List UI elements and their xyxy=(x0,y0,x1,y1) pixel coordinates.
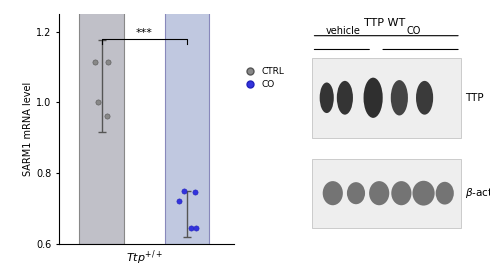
Y-axis label: SARM1 mRNA level: SARM1 mRNA level xyxy=(23,82,33,176)
Ellipse shape xyxy=(323,181,343,205)
Text: CO: CO xyxy=(406,26,421,36)
Text: TTP WT: TTP WT xyxy=(364,19,405,29)
Point xyxy=(94,100,102,104)
Ellipse shape xyxy=(364,78,383,118)
Text: $\beta$-actin: $\beta$-actin xyxy=(465,186,490,200)
Ellipse shape xyxy=(337,81,353,115)
Point xyxy=(192,226,199,230)
Ellipse shape xyxy=(413,181,435,206)
Ellipse shape xyxy=(416,81,433,115)
Ellipse shape xyxy=(436,182,454,204)
Bar xyxy=(312,58,461,138)
Ellipse shape xyxy=(369,181,389,205)
Point xyxy=(187,226,195,230)
Point xyxy=(180,188,188,193)
Point xyxy=(191,190,199,195)
Point xyxy=(104,59,112,64)
Bar xyxy=(79,0,124,244)
Ellipse shape xyxy=(392,181,412,205)
Point xyxy=(91,59,98,64)
Ellipse shape xyxy=(319,83,334,113)
Ellipse shape xyxy=(391,80,408,116)
Text: vehicle: vehicle xyxy=(325,26,360,36)
Legend: CTRL, CO: CTRL, CO xyxy=(239,65,286,91)
Text: ***: *** xyxy=(136,28,153,38)
Bar xyxy=(165,1,209,244)
Bar xyxy=(312,159,461,228)
Point xyxy=(175,199,183,204)
Point xyxy=(103,114,111,119)
Ellipse shape xyxy=(347,182,365,204)
Text: TTP: TTP xyxy=(465,93,484,103)
